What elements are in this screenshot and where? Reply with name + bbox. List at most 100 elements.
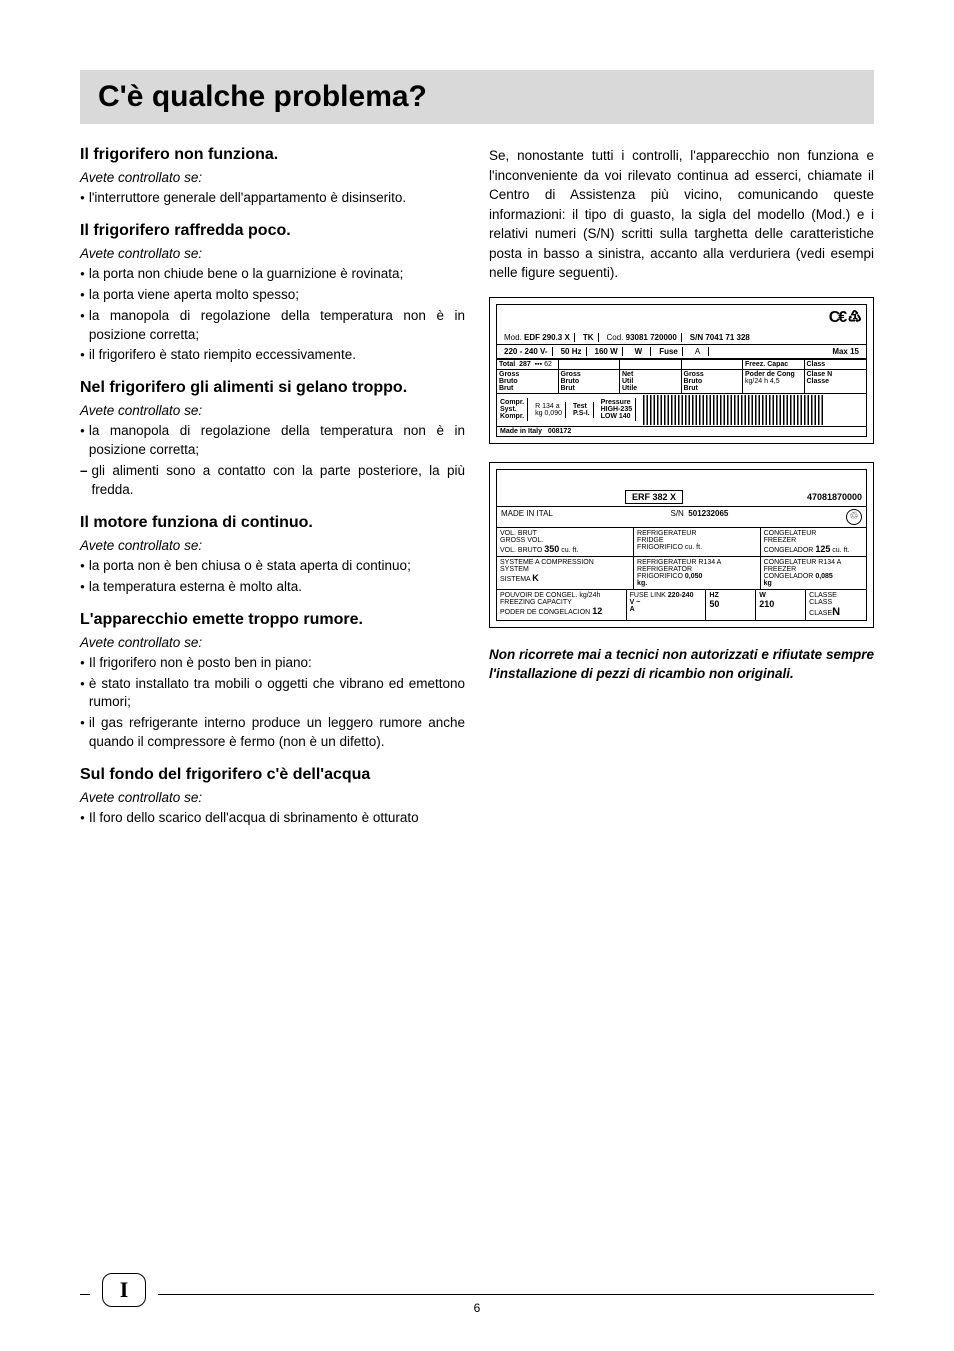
section-title: Il frigorifero non funziona.: [80, 146, 465, 164]
label2-systeme: SYSTEME A COMPRESSION SYSTEM SISTEMA: [500, 559, 594, 583]
label1-freez: Freez.: [745, 361, 765, 368]
label2-cuft3: cu. ft.: [832, 547, 849, 554]
bullet-text: l'interruttore generale dell'appartament…: [89, 189, 465, 208]
label2-code: 47081870000: [807, 492, 862, 502]
label1-tk: TK: [579, 333, 599, 342]
bullet-dot-icon: ●: [80, 654, 85, 672]
bullet-item: ●la porta non chiude bene o la guarnizio…: [80, 265, 465, 284]
label1-made-num: 008172: [548, 428, 571, 435]
label2-refrig-r134a: REFRIGERATEUR R134 A REFRIGERATOR FRIGOR…: [637, 559, 721, 580]
label1-volt: 220 - 240 V-: [500, 347, 553, 356]
label1-poder-val: kg/24 h 4,5: [745, 378, 780, 385]
bullet-text: il frigorifero è stato riempito eccessiv…: [89, 346, 465, 365]
bullet-text: la porta non è ben chiusa o è stata aper…: [89, 557, 465, 576]
label1-cod: 93081 720000: [626, 333, 677, 342]
bullet-item: ●la manopola di regolazione della temper…: [80, 422, 465, 460]
section-subtitle: Avete controllato se:: [80, 246, 465, 261]
label2-fuselink: FUSE LINK: [630, 592, 666, 599]
bullet-dot-icon: –: [80, 462, 88, 481]
section-subtitle: Avete controllato se:: [80, 635, 465, 650]
section-title: Il frigorifero raffredda poco.: [80, 222, 465, 240]
label2-made: MADE IN ITAL: [501, 509, 553, 525]
bullet-item: ●l'interruttore generale dell'appartamen…: [80, 189, 465, 208]
label2-classe-n: N: [832, 606, 840, 618]
label2-systeme-k: K: [532, 573, 539, 583]
label1-pressure: Pressure HIGH-235 LOW 140: [598, 398, 637, 421]
label2-sn-label: S/N: [671, 509, 684, 518]
label1-gross2: Gross Bruto Brut: [559, 370, 621, 394]
bullet-dot-icon: ●: [80, 346, 85, 364]
label2-cuft2: cu. ft.: [685, 544, 702, 551]
label2-model: ERF 382 X: [625, 490, 683, 504]
label1-fuse-a: A: [687, 347, 709, 356]
bullet-dot-icon: ●: [80, 307, 85, 325]
label2-pouvoir-val: 12: [592, 606, 602, 616]
bullet-item: –gli alimenti sono a contatto con la par…: [80, 462, 465, 500]
bullet-dot-icon: ●: [80, 189, 85, 207]
bullet-text: la porta non chiude bene o la guarnizion…: [89, 265, 465, 284]
page-footer: I 6: [80, 1294, 874, 1315]
warning-paragraph: Non ricorrete mai a tecnici non autorizz…: [489, 646, 874, 684]
bullet-item: ●il gas refrigerante interno produce un …: [80, 714, 465, 752]
bullet-text: la temperatura esterna è molto alta.: [89, 578, 465, 597]
bullet-dot-icon: ●: [80, 675, 85, 693]
bullet-text: Il foro dello scarico dell'acqua di sbri…: [89, 809, 465, 828]
section-subtitle: Avete controllato se:: [80, 403, 465, 418]
bullet-dot-icon: ●: [80, 557, 85, 575]
bullet-dot-icon: ●: [80, 578, 85, 596]
label1-total: Total: [499, 361, 515, 368]
rating-plate-2: ERF 382 X 47081870000 MADE IN ITAL S/N 5…: [489, 462, 874, 628]
label1-clase-n: Clase N: [807, 371, 833, 378]
label1-watt2: W: [627, 347, 652, 356]
label1-watt: 160 W: [591, 347, 623, 356]
bullet-text: gli alimenti sono a contatto con la part…: [92, 462, 465, 500]
footer-letter: I: [102, 1273, 146, 1307]
rating-plate-1: C€ ♳ Mod. EDF 290.3 X TK Cod. 93081 7200…: [489, 297, 874, 444]
label1-sn: 7041 71 328: [705, 333, 750, 342]
label1-gross1: Gross Bruto Brut: [497, 370, 559, 394]
label1-mod: EDF 290.3 X: [524, 333, 570, 342]
label1-capac: Capac: [767, 361, 788, 368]
label2-w: W: [759, 592, 766, 599]
section-subtitle: Avete controllato se:: [80, 790, 465, 805]
page-title: C'è qualche problema?: [98, 80, 856, 114]
bullet-dot-icon: ●: [80, 422, 85, 440]
label2-hz-val: 50: [709, 599, 719, 609]
bullet-dot-icon: ●: [80, 286, 85, 304]
label1-total-liter: 62: [544, 361, 552, 368]
section-title: L'apparecchio emette troppo rumore.: [80, 611, 465, 629]
label1-classe: Classe: [807, 378, 830, 385]
bullet-dot-icon: ●: [80, 265, 85, 283]
label2-w-val: 210: [759, 599, 774, 609]
bullet-text: Il frigorifero non è posto ben in piano:: [89, 654, 465, 673]
label2-pouvoir: POUVOIR DE CONGEL. kg/24h FREEZING CAPAC…: [500, 592, 600, 616]
label1-max: Max 15: [713, 347, 863, 356]
label1-fuse: Fuse: [655, 347, 683, 356]
bullet-text: è stato installato tra mobili o oggetti …: [89, 675, 465, 713]
left-column: Il frigorifero non funziona. Avete contro…: [80, 146, 465, 830]
bullet-text: il gas refrigerante interno produce un l…: [89, 714, 465, 752]
bullet-item: ●è stato installato tra mobili o oggetti…: [80, 675, 465, 713]
section-title: Sul fondo del frigorifero c'è dell'acqua: [80, 766, 465, 784]
footer-rule: I: [80, 1294, 874, 1295]
label1-poder: Poder de Cong: [745, 371, 795, 378]
page-number: 6: [80, 1301, 874, 1315]
label1-compr: Compr. Syst. Kompr.: [497, 398, 528, 421]
label2-hz: HZ: [709, 592, 718, 599]
label2-sn: 501232065: [688, 509, 728, 518]
recycle-icon: ♲: [846, 509, 862, 525]
section-title: Nel frigorifero gli alimenti si gelano t…: [80, 379, 465, 397]
label1-r134a: R 134 a: [535, 403, 560, 410]
label2-fuselink-a: A: [630, 606, 635, 613]
section-subtitle: Avete controllato se:: [80, 538, 465, 553]
bullet-text: la manopola di regolazione della tempera…: [89, 422, 465, 460]
label1-test: Test P.S-I.: [570, 402, 594, 418]
label2-congel: CONGELATEUR FREEZER CONGELADOR: [764, 530, 817, 554]
bullet-dot-icon: ●: [80, 714, 85, 732]
intro-paragraph: Se, nonostante tutti i controlli, l'appa…: [489, 146, 874, 283]
label1-gross3: Gross Bruto Brut: [682, 370, 744, 394]
bullet-text: la porta viene aperta molto spesso;: [89, 286, 465, 305]
content-columns: Il frigorifero non funziona. Avete contro…: [80, 146, 874, 830]
right-column: Se, nonostante tutti i controlli, l'appa…: [489, 146, 874, 830]
section-subtitle: Avete controllato se:: [80, 170, 465, 185]
